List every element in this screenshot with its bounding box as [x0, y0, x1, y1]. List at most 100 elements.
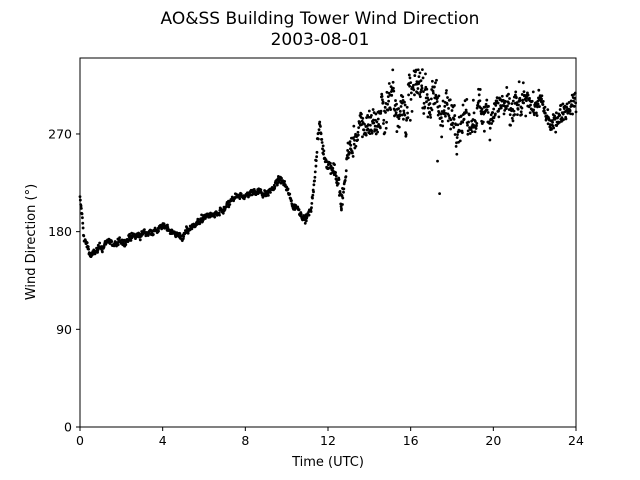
data-point: [375, 128, 378, 132]
data-point: [288, 192, 292, 196]
data-point: [475, 121, 479, 125]
data-point: [515, 101, 519, 104]
data-point: [485, 108, 489, 112]
data-point: [348, 140, 352, 144]
data-point: [360, 112, 363, 116]
data-point: [415, 80, 419, 84]
data-point: [400, 113, 404, 117]
data-point: [373, 124, 377, 128]
data-point: [448, 98, 452, 102]
data-point: [110, 240, 114, 244]
data-point: [518, 96, 522, 100]
data-point: [371, 108, 375, 111]
data-point: [346, 156, 350, 160]
data-point: [435, 78, 438, 82]
data-point: [458, 129, 462, 133]
data-point: [218, 213, 221, 217]
data-point: [362, 128, 366, 132]
data-point: [404, 133, 408, 136]
data-point: [228, 203, 232, 206]
data-point: [337, 178, 341, 181]
y-tick-label: 0: [64, 420, 72, 435]
data-point: [87, 247, 91, 251]
data-point: [401, 95, 405, 99]
data-point: [488, 138, 492, 142]
data-point: [499, 106, 503, 110]
data-point: [334, 171, 337, 174]
data-point: [510, 102, 514, 106]
data-point: [376, 117, 380, 121]
data-point: [554, 111, 558, 115]
data-point: [387, 82, 391, 85]
data-point: [397, 125, 401, 129]
data-point: [478, 88, 482, 91]
data-point: [290, 199, 293, 203]
data-point: [478, 99, 482, 103]
data-point: [380, 92, 384, 96]
data-point: [442, 109, 446, 113]
data-point: [375, 120, 379, 124]
data-point: [568, 109, 572, 113]
data-point: [436, 159, 439, 163]
data-point: [430, 108, 434, 112]
data-point: [364, 133, 368, 137]
data-point: [555, 124, 559, 127]
data-point: [389, 108, 393, 111]
data-point: [505, 107, 508, 110]
data-point: [507, 102, 511, 105]
data-point: [223, 208, 227, 211]
data-point: [447, 114, 451, 117]
data-point: [341, 203, 344, 206]
data-point: [523, 93, 527, 97]
data-point: [384, 126, 388, 130]
data-point: [524, 114, 528, 118]
data-point: [551, 124, 555, 128]
data-point: [546, 108, 550, 112]
data-point: [307, 213, 311, 217]
data-point: [418, 95, 422, 99]
data-point: [351, 151, 354, 155]
data-point: [291, 203, 294, 207]
data-point: [451, 121, 455, 125]
data-point: [432, 91, 435, 95]
data-point: [96, 251, 99, 254]
data-point: [510, 116, 514, 120]
data-point: [100, 250, 104, 254]
data-point: [80, 212, 84, 216]
data-point: [464, 108, 468, 112]
data-point: [561, 102, 565, 106]
data-point: [356, 130, 360, 134]
data-point: [429, 97, 433, 101]
data-point: [343, 178, 347, 182]
data-point: [440, 119, 444, 123]
data-point: [86, 245, 90, 249]
data-point: [455, 152, 459, 156]
data-point: [558, 108, 562, 111]
data-point: [518, 99, 522, 103]
data-point: [394, 111, 398, 115]
data-point: [455, 136, 459, 139]
data-point: [408, 76, 412, 80]
data-point: [485, 98, 489, 102]
data-point: [520, 106, 524, 110]
data-point: [367, 109, 371, 113]
data-point: [462, 117, 466, 121]
data-point: [286, 187, 290, 191]
data-point: [528, 111, 532, 115]
data-point: [456, 123, 460, 127]
data-point: [146, 234, 150, 237]
data-point: [433, 101, 437, 105]
data-point: [412, 88, 416, 92]
x-tick-label: 0: [76, 433, 84, 448]
data-point: [526, 91, 529, 95]
y-tick-label: 270: [48, 126, 72, 141]
data-point: [92, 248, 96, 252]
data-point: [385, 120, 388, 124]
data-point: [454, 144, 458, 148]
data-point: [436, 96, 439, 100]
data-point: [299, 212, 303, 216]
y-axis-label: Wind Direction (°): [24, 184, 39, 300]
data-point: [484, 102, 488, 106]
data-point: [470, 130, 474, 134]
